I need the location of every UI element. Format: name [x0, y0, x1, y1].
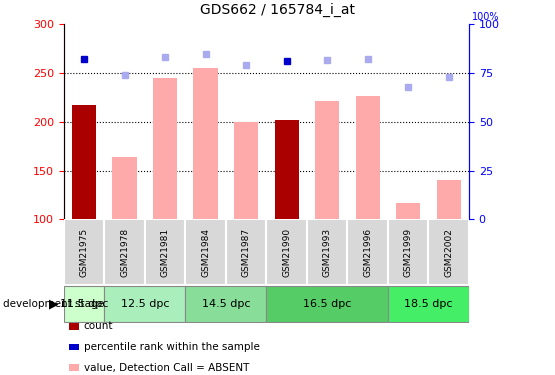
Bar: [194, 68, 218, 219]
Bar: [356, 96, 380, 219]
Bar: [234, 122, 258, 219]
Bar: [185, 286, 266, 322]
Bar: [315, 101, 339, 219]
Bar: [388, 219, 428, 285]
Bar: [307, 219, 347, 285]
Text: 18.5 dpc: 18.5 dpc: [404, 299, 453, 309]
Text: value, Detection Call = ABSENT: value, Detection Call = ABSENT: [84, 363, 249, 372]
Bar: [266, 219, 307, 285]
Bar: [104, 219, 145, 285]
Text: 12.5 dpc: 12.5 dpc: [120, 299, 169, 309]
Text: 14.5 dpc: 14.5 dpc: [201, 299, 250, 309]
Bar: [113, 157, 137, 219]
Bar: [153, 78, 177, 219]
Text: GSM22002: GSM22002: [444, 228, 453, 277]
Text: GSM21975: GSM21975: [79, 228, 89, 277]
Bar: [64, 219, 104, 285]
Text: GSM21996: GSM21996: [363, 228, 372, 277]
Bar: [396, 203, 420, 219]
Bar: [226, 219, 266, 285]
Text: percentile rank within the sample: percentile rank within the sample: [84, 342, 260, 352]
Text: 16.5 dpc: 16.5 dpc: [303, 299, 351, 309]
Bar: [64, 286, 104, 322]
Text: count: count: [84, 321, 113, 331]
Text: GSM21978: GSM21978: [120, 228, 129, 277]
Text: GSM21993: GSM21993: [322, 228, 332, 277]
Bar: [437, 180, 461, 219]
Text: 11.5 dpc: 11.5 dpc: [60, 299, 108, 309]
Text: 100%: 100%: [472, 12, 500, 22]
Text: ▶: ▶: [49, 297, 58, 310]
Bar: [185, 219, 226, 285]
Bar: [347, 219, 388, 285]
Bar: [266, 286, 388, 322]
Text: GSM21987: GSM21987: [241, 228, 251, 277]
Text: GSM21990: GSM21990: [282, 228, 291, 277]
Bar: [145, 219, 185, 285]
Text: GSM21981: GSM21981: [160, 228, 170, 277]
Text: GDS662 / 165784_i_at: GDS662 / 165784_i_at: [200, 3, 355, 17]
Bar: [275, 120, 299, 219]
Bar: [388, 286, 469, 322]
Bar: [428, 219, 469, 285]
Text: GSM21984: GSM21984: [201, 228, 210, 277]
Bar: [72, 105, 96, 219]
Text: GSM21999: GSM21999: [403, 228, 413, 277]
Bar: [104, 286, 185, 322]
Text: development stage: development stage: [3, 299, 104, 309]
